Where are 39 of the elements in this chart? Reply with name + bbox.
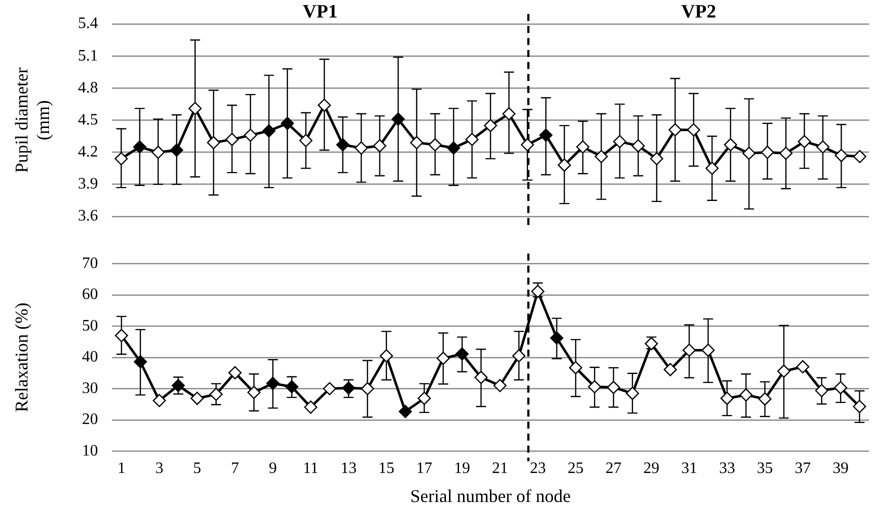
y-axis-title: Pupil diameter (mm) [12, 67, 54, 173]
x-tick-label: 37 [794, 460, 811, 478]
x-tick-label: 25 [568, 460, 584, 478]
x-tick-label: 17 [416, 460, 432, 478]
y-tick-label: 3.9 [78, 176, 98, 193]
x-tick-label: 19 [454, 460, 470, 478]
text: VP2 [681, 1, 716, 22]
y-tick-label: 30 [82, 380, 98, 397]
y-tick-label: 4.5 [78, 111, 98, 128]
y-tick-label: 70 [82, 254, 98, 272]
x-tick-label: 7 [231, 460, 240, 478]
x-tick-label: 9 [268, 460, 277, 478]
y-tick-label: 50 [82, 317, 98, 334]
y-axis-title: Relaxation (%) [12, 302, 32, 412]
y-tick-label: 40 [82, 348, 98, 366]
x-tick-label: 13 [340, 460, 357, 478]
x-tick-label: 15 [378, 460, 394, 478]
y-tick-label: 3.6 [78, 208, 98, 225]
x-tick-label: 5 [193, 460, 202, 478]
x-tick-label: 3 [155, 460, 164, 478]
y-tick-label: 5.1 [78, 47, 98, 64]
y-tick-label: 5.4 [78, 15, 98, 32]
y-tick-label: 4.2 [78, 143, 98, 160]
x-axis-title: Serial number of node [410, 486, 571, 506]
y-tick-label: 4.8 [78, 79, 98, 96]
x-tick-label: 39 [832, 460, 849, 478]
x-tick-label: 35 [756, 460, 773, 478]
x-tick-label: 11 [303, 460, 318, 478]
x-tick-label: 23 [530, 460, 546, 478]
x-tick-label: 1 [117, 460, 126, 478]
y-tick-label: 60 [82, 286, 98, 304]
x-tick-label: 29 [643, 460, 660, 478]
y-tick-label: 20 [82, 411, 98, 428]
x-tick-label: 33 [719, 460, 736, 478]
y-tick-label: 10 [82, 442, 98, 460]
x-tick-label: 21 [492, 460, 508, 478]
text: VP1 [302, 1, 338, 22]
x-tick-label: 27 [606, 460, 622, 478]
x-tick-label: 31 [681, 460, 698, 478]
